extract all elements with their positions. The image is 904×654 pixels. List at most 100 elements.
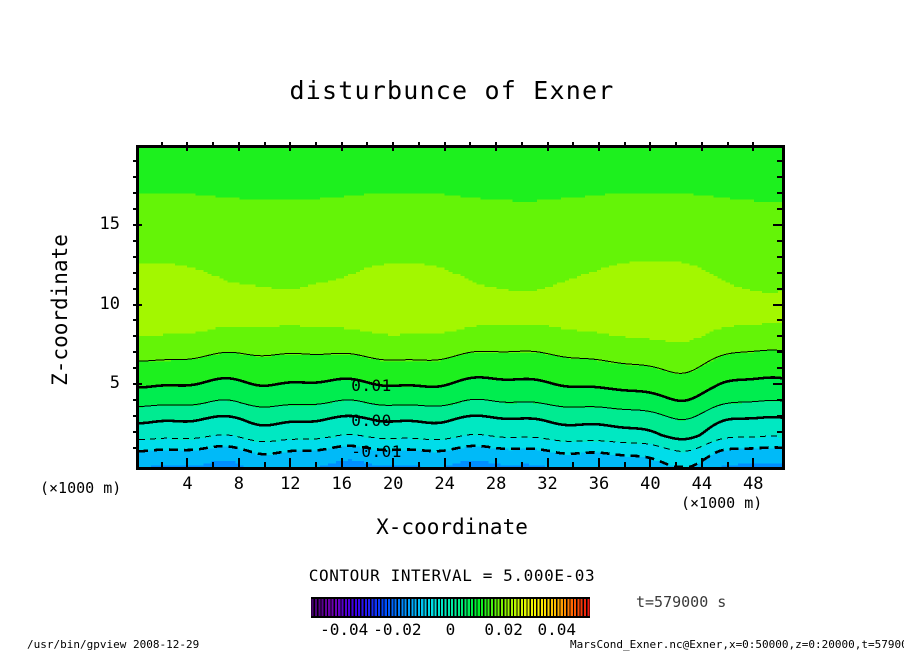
- x-axis-tick: [160, 462, 163, 467]
- y-axis-tick: [133, 319, 138, 322]
- colorbar[interactable]: [311, 597, 590, 618]
- x-axis-tick-top: [520, 142, 523, 147]
- x-axis-tick: [392, 458, 395, 467]
- x-axis-unit-left: (×1000 m): [40, 479, 121, 497]
- colorbar-tick-label: 0: [416, 620, 486, 639]
- x-axis-tick: [649, 458, 652, 467]
- y-axis-tick: [133, 207, 138, 210]
- page-title: disturbunce of Exner: [0, 76, 904, 105]
- x-axis-tick-top: [572, 142, 575, 147]
- x-axis-tick-label: 20: [363, 474, 423, 494]
- contour-plot-panel[interactable]: [136, 145, 785, 470]
- x-axis-tick-top: [700, 142, 703, 151]
- y-axis-tick-right: [777, 415, 782, 418]
- colorbar-tick-label: -0.04: [309, 620, 379, 639]
- y-axis-tick: [133, 191, 138, 194]
- footer-datasource: MarsCond_Exner.nc@Exner,x=0:50000,z=0:20…: [570, 638, 904, 651]
- x-axis-tick-label: 24: [415, 474, 475, 494]
- contour-label: -0.01: [351, 442, 402, 461]
- x-axis-tick-top: [392, 142, 395, 151]
- x-axis-tick: [675, 462, 678, 467]
- contour-field: [139, 148, 782, 467]
- x-axis-tick: [237, 458, 240, 467]
- x-axis-tick-top: [469, 142, 472, 147]
- y-axis-tick: [133, 175, 138, 178]
- x-axis-tick: [469, 462, 472, 467]
- colorbar-tick-label: -0.02: [362, 620, 432, 639]
- x-axis-tick: [752, 458, 755, 467]
- x-axis-tick: [700, 458, 703, 467]
- x-axis-tick: [623, 462, 626, 467]
- colorbar-tick-labels: -0.04 -0.02 0 0.02 0.04: [311, 620, 590, 640]
- x-axis-tick-label: 12: [260, 474, 320, 494]
- y-axis-tick: [133, 447, 138, 450]
- y-axis-tick-right: [777, 431, 782, 434]
- y-axis-tick-right: [777, 175, 782, 178]
- y-axis-tick-right: [777, 207, 782, 210]
- y-axis-tick: [133, 351, 138, 354]
- x-axis-tick-top: [315, 142, 318, 147]
- x-axis-tick: [520, 462, 523, 467]
- y-axis-tick-right: [773, 303, 782, 306]
- x-axis-tick-label: 28: [466, 474, 526, 494]
- y-axis-tick-right: [777, 351, 782, 354]
- y-axis-tick-right: [777, 335, 782, 338]
- y-axis-tick: [133, 335, 138, 338]
- y-axis-tick-right: [773, 223, 782, 226]
- x-axis-tick-label: 32: [518, 474, 578, 494]
- x-axis-tick-top: [366, 142, 369, 147]
- x-axis-tick-top: [160, 142, 163, 147]
- y-axis-tick: [133, 415, 138, 418]
- y-axis-tick-right: [777, 367, 782, 370]
- y-axis-tick: [133, 239, 138, 242]
- x-axis-tick: [289, 458, 292, 467]
- x-axis-tick-label: 8: [209, 474, 269, 494]
- contour-interval-label: CONTOUR INTERVAL = 5.000E-03: [0, 566, 904, 585]
- y-axis-tick: [133, 367, 138, 370]
- contour-label: 0.01: [351, 376, 392, 395]
- contour-label: 0.00: [351, 411, 392, 430]
- x-axis-tick-top: [186, 142, 189, 151]
- x-axis-tick: [726, 462, 729, 467]
- x-axis-tick: [340, 458, 343, 467]
- x-axis-tick-top: [263, 142, 266, 147]
- y-axis-tick: [133, 303, 142, 306]
- x-axis-tick-label: 16: [312, 474, 372, 494]
- x-axis-tick: [417, 462, 420, 467]
- y-axis-tick: [133, 399, 138, 402]
- y-axis-tick-right: [777, 191, 782, 194]
- y-axis-tick-right: [777, 287, 782, 290]
- x-axis-tick: [263, 462, 266, 467]
- y-axis-tick-label: 15: [60, 214, 120, 234]
- y-axis-tick-right: [777, 239, 782, 242]
- y-axis-tick: [133, 271, 138, 274]
- y-axis-tick: [133, 431, 138, 434]
- x-axis-tick-top: [726, 142, 729, 147]
- x-axis-tick: [546, 458, 549, 467]
- x-axis-tick-top: [546, 142, 549, 151]
- x-axis-tick-label: 48: [723, 474, 783, 494]
- x-axis-tick-label: 44: [672, 474, 732, 494]
- x-axis-tick: [212, 462, 215, 467]
- y-axis-tick-right: [777, 271, 782, 274]
- x-axis-tick-top: [237, 142, 240, 151]
- y-axis-tick-label: 5: [60, 373, 120, 393]
- x-axis-title: X-coordinate: [0, 515, 904, 539]
- y-axis-tick-right: [777, 159, 782, 162]
- x-axis-tick: [366, 462, 369, 467]
- y-axis-tick-label: 10: [60, 294, 120, 314]
- y-axis-tick-right: [777, 255, 782, 258]
- footer-command: /usr/bin/gpview 2008-12-29: [27, 638, 199, 651]
- y-axis-tick-right: [777, 319, 782, 322]
- y-axis-title: Z-coordinate: [48, 200, 72, 420]
- y-axis-tick: [133, 159, 138, 162]
- time-label: t=579000 s: [636, 593, 726, 611]
- x-axis-tick-top: [340, 142, 343, 151]
- x-axis-tick-label: 40: [620, 474, 680, 494]
- y-axis-tick-right: [773, 383, 782, 386]
- y-axis-tick: [133, 287, 138, 290]
- y-axis-tick: [133, 255, 138, 258]
- x-axis-tick: [315, 462, 318, 467]
- colorbar-tick-label: 0.04: [522, 620, 592, 639]
- y-axis-tick-right: [777, 447, 782, 450]
